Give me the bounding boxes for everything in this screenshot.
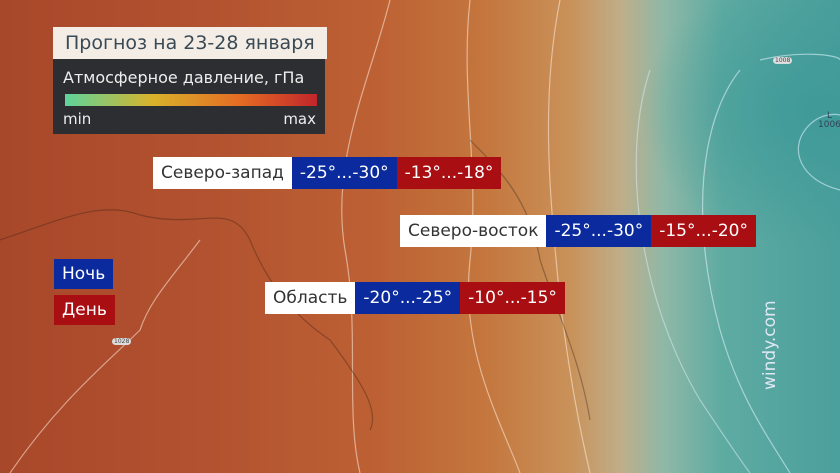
day-temp: -10°...-15° xyxy=(460,282,565,314)
isobar-label: 1028 xyxy=(112,338,132,345)
region-name: Область xyxy=(265,282,356,314)
day-temp: -13°...-18° xyxy=(396,157,502,189)
day-temp: -15°...-20° xyxy=(651,215,756,247)
night-temp: -25°...-30° xyxy=(291,157,397,189)
legend-color-bar xyxy=(65,94,317,106)
isobar-label: 1008 xyxy=(773,57,793,64)
legend-max: max xyxy=(283,110,316,128)
region-northeast: Северо-восток -25°...-30° -15°...-20° xyxy=(400,215,756,247)
windy-watermark: windy.com xyxy=(760,300,780,390)
forecast-title: Прогноз на 23-28 января xyxy=(53,27,327,59)
low-letter: L xyxy=(826,111,832,121)
low-value: 1006 xyxy=(818,120,840,130)
night-temp: -20°...-25° xyxy=(355,282,461,314)
region-name: Северо-восток xyxy=(400,215,547,247)
night-key: Ночь xyxy=(54,259,114,289)
region-northwest: Северо-запад -25°...-30° -13°...-18° xyxy=(153,157,502,189)
day-key: День xyxy=(54,295,115,325)
low-pressure-marker: L 1006 xyxy=(818,112,840,130)
pressure-legend: Атмосферное давление, гПа min max xyxy=(53,59,325,134)
region-name: Северо-запад xyxy=(153,157,292,189)
night-temp: -25°...-30° xyxy=(546,215,652,247)
region-oblast: Область -20°...-25° -10°...-15° xyxy=(265,282,565,314)
legend-min: min xyxy=(63,110,92,128)
legend-title: Атмосферное давление, гПа xyxy=(63,68,305,87)
